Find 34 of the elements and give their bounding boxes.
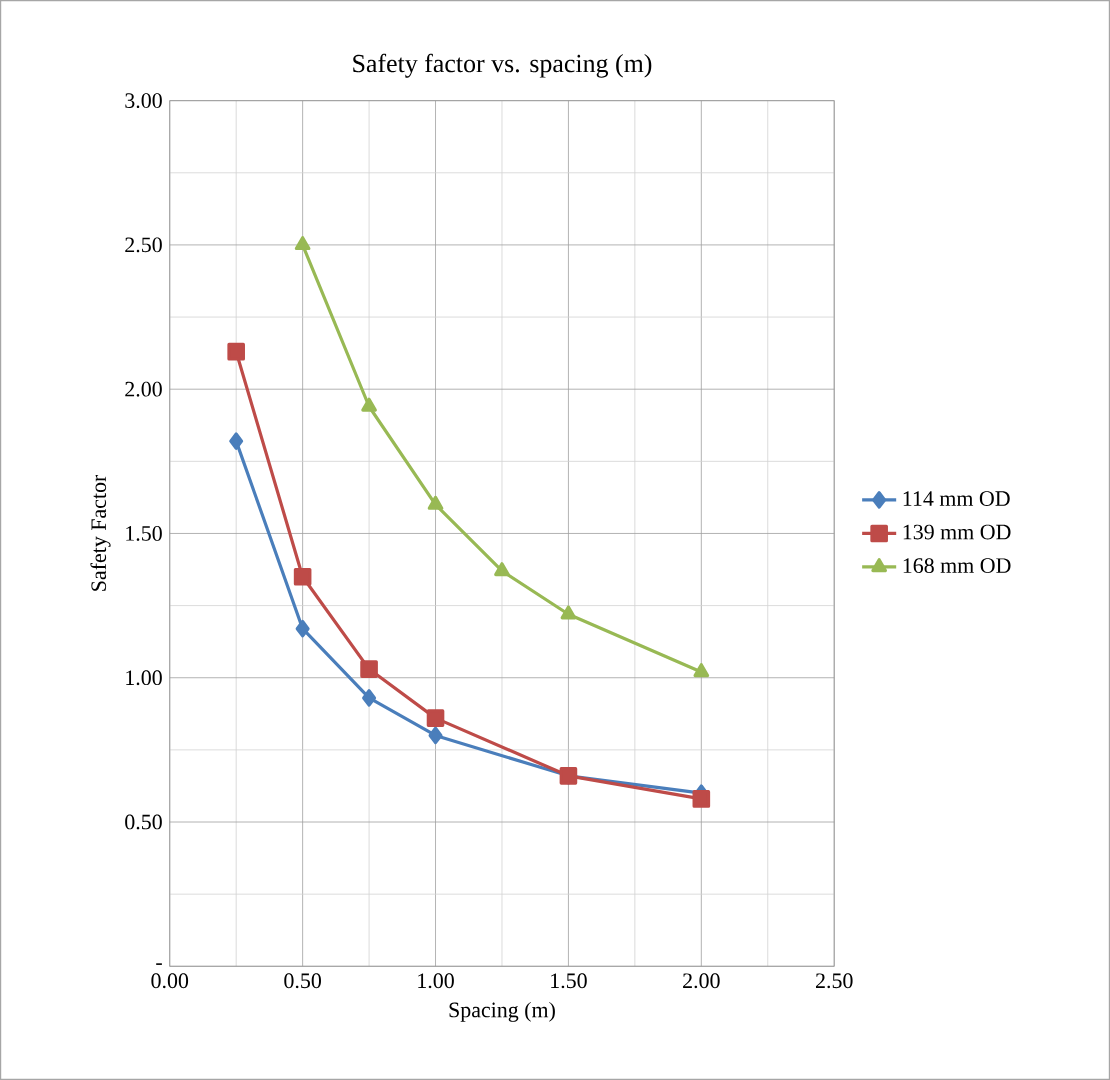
y-tick-label: 2.00 [125,381,162,397]
y-tick-label: 2.50 [125,237,162,253]
x-tick-label: 0.00 [151,973,189,989]
point [294,236,311,251]
x-tick-label: 1.50 [551,973,587,989]
x-tick-label: 2.00 [683,973,720,989]
legend-label: 168 mm OD [903,558,1011,573]
point [293,567,312,586]
point [426,709,445,727]
point [361,397,377,412]
y-tick-label: 1.50 [126,526,162,541]
point [427,495,444,510]
y-tick-label: 3.00 [125,93,162,109]
point [295,619,310,638]
x-tick-label: 2.50 [816,973,853,989]
legend-label: 114 mm OD [903,491,1010,506]
point [560,605,577,620]
point [692,790,711,808]
y-axis-title: Safety Factor [90,474,111,591]
x-tick-label: 1.00 [418,973,454,989]
point [494,562,510,577]
legend-label: 139 mm OD [903,524,1011,540]
point [227,342,245,361]
point [362,689,377,707]
point [360,660,378,678]
point [428,726,443,745]
y-tick-label: - [156,963,162,965]
y-tick-label: 1.00 [126,670,162,686]
y-tick-label: 0.50 [125,814,162,830]
x-tick-label: 0.50 [284,973,321,989]
x-axis-title: Spacing (m) [449,1001,555,1022]
point [229,432,244,450]
point [693,663,710,678]
chart-title: Safety factor vs. spacing (m) [353,53,652,78]
